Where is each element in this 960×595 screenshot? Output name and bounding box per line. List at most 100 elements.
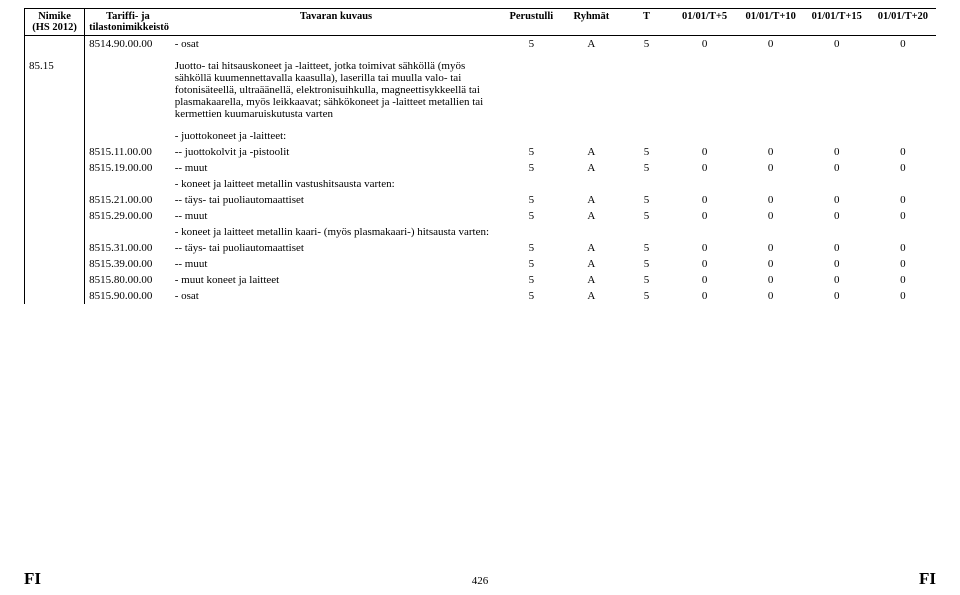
cell-code xyxy=(85,128,171,144)
cell-t20: 0 xyxy=(870,288,936,304)
cell-nimike xyxy=(25,288,85,304)
cell-code: 8514.90.00.00 xyxy=(85,36,171,53)
cell-t15: 0 xyxy=(804,36,870,53)
cell-t20 xyxy=(870,224,936,240)
cell-t20: 0 xyxy=(870,272,936,288)
cell-perustulli: 5 xyxy=(501,192,561,208)
cell-t: 5 xyxy=(621,160,671,176)
cell-code: 8515.31.00.00 xyxy=(85,240,171,256)
cell-t10 xyxy=(738,58,804,122)
cell-t xyxy=(621,176,671,192)
cell-nimike xyxy=(25,36,85,53)
cell-perustulli: 5 xyxy=(501,36,561,53)
cell-description: Juotto- tai hitsauskoneet ja -laitteet, … xyxy=(171,58,502,122)
cell-t15: 0 xyxy=(804,272,870,288)
cell-nimike xyxy=(25,256,85,272)
table-row: 8515.11.00.00-- juottokolvit ja -pistool… xyxy=(25,144,937,160)
cell-ryhmat: A xyxy=(561,208,621,224)
table-row: 8514.90.00.00- osat5A50000 xyxy=(25,36,937,53)
cell-perustulli: 5 xyxy=(501,288,561,304)
footer-page-number: 426 xyxy=(472,575,489,587)
table-row: 8515.80.00.00- muut koneet ja laitteet5A… xyxy=(25,272,937,288)
table-row: 8515.19.00.00-- muut5A50000 xyxy=(25,160,937,176)
cell-t10 xyxy=(738,176,804,192)
cell-t: 5 xyxy=(621,272,671,288)
cell-description: - koneet ja laitteet metallin vastushits… xyxy=(171,176,502,192)
cell-perustulli: 5 xyxy=(501,240,561,256)
cell-nimike xyxy=(25,208,85,224)
cell-perustulli: 5 xyxy=(501,272,561,288)
footer-right: FI xyxy=(919,569,936,589)
cell-description: - koneet ja laitteet metallin kaari- (my… xyxy=(171,224,502,240)
cell-t5: 0 xyxy=(672,208,738,224)
cell-nimike xyxy=(25,192,85,208)
cell-description: -- täys- tai puoliautomaattiset xyxy=(171,240,502,256)
cell-t5 xyxy=(672,58,738,122)
cell-t10 xyxy=(738,128,804,144)
cell-description: -- muut xyxy=(171,208,502,224)
col-header-t: T xyxy=(621,9,671,36)
cell-t: 5 xyxy=(621,256,671,272)
table-row: 8515.29.00.00-- muut5A50000 xyxy=(25,208,937,224)
cell-ryhmat: A xyxy=(561,36,621,53)
col-header-perustulli: Perustulli xyxy=(501,9,561,36)
cell-t15 xyxy=(804,176,870,192)
cell-code: 8515.19.00.00 xyxy=(85,160,171,176)
cell-t15 xyxy=(804,224,870,240)
col-header-t15: 01/01/T+15 xyxy=(804,9,870,36)
cell-code: 8515.11.00.00 xyxy=(85,144,171,160)
cell-code: 8515.21.00.00 xyxy=(85,192,171,208)
cell-t10: 0 xyxy=(738,36,804,53)
cell-t5: 0 xyxy=(672,288,738,304)
cell-ryhmat: A xyxy=(561,272,621,288)
cell-description: - juottokoneet ja -laitteet: xyxy=(171,128,502,144)
page-container: Nimike (HS 2012) Tariffi- ja tilastonimi… xyxy=(0,0,960,304)
cell-t15 xyxy=(804,128,870,144)
cell-description: - osat xyxy=(171,36,502,53)
page-footer: FI 426 FI xyxy=(24,569,936,589)
table-row: 8515.90.00.00- osat5A50000 xyxy=(25,288,937,304)
cell-ryhmat: A xyxy=(561,288,621,304)
cell-perustulli: 5 xyxy=(501,144,561,160)
cell-t15: 0 xyxy=(804,208,870,224)
cell-t5: 0 xyxy=(672,256,738,272)
cell-perustulli: 5 xyxy=(501,256,561,272)
cell-t10: 0 xyxy=(738,192,804,208)
cell-t5: 0 xyxy=(672,160,738,176)
col-header-kuvaus: Tavaran kuvaus xyxy=(171,9,502,36)
cell-t15: 0 xyxy=(804,144,870,160)
cell-t20: 0 xyxy=(870,240,936,256)
cell-t10: 0 xyxy=(738,240,804,256)
cell-ryhmat xyxy=(561,128,621,144)
table-row: - koneet ja laitteet metallin vastushits… xyxy=(25,176,937,192)
cell-t15: 0 xyxy=(804,192,870,208)
table-row: 8515.31.00.00-- täys- tai puoliautomaatt… xyxy=(25,240,937,256)
cell-t20 xyxy=(870,176,936,192)
cell-t15: 0 xyxy=(804,256,870,272)
cell-perustulli xyxy=(501,128,561,144)
cell-t5 xyxy=(672,176,738,192)
table-row: - koneet ja laitteet metallin kaari- (my… xyxy=(25,224,937,240)
cell-t20: 0 xyxy=(870,256,936,272)
cell-t20: 0 xyxy=(870,192,936,208)
cell-t xyxy=(621,58,671,122)
table-row: 8515.21.00.00-- täys- tai puoliautomaatt… xyxy=(25,192,937,208)
cell-ryhmat xyxy=(561,224,621,240)
cell-t: 5 xyxy=(621,288,671,304)
cell-ryhmat: A xyxy=(561,256,621,272)
table-row: 85.15Juotto- tai hitsauskoneet ja -laitt… xyxy=(25,58,937,122)
cell-t10: 0 xyxy=(738,256,804,272)
cell-t10: 0 xyxy=(738,208,804,224)
tariff-table: Nimike (HS 2012) Tariffi- ja tilastonimi… xyxy=(24,8,936,304)
cell-t10: 0 xyxy=(738,144,804,160)
cell-t15: 0 xyxy=(804,240,870,256)
cell-code xyxy=(85,58,171,122)
cell-t: 5 xyxy=(621,240,671,256)
col-header-tariffi: Tariffi- ja tilastonimikkeistö xyxy=(85,9,171,36)
footer-left: FI xyxy=(24,569,41,589)
cell-description: - osat xyxy=(171,288,502,304)
cell-t20: 0 xyxy=(870,36,936,53)
table-row: - juottokoneet ja -laitteet: xyxy=(25,128,937,144)
col-header-t10: 01/01/T+10 xyxy=(738,9,804,36)
cell-code xyxy=(85,176,171,192)
